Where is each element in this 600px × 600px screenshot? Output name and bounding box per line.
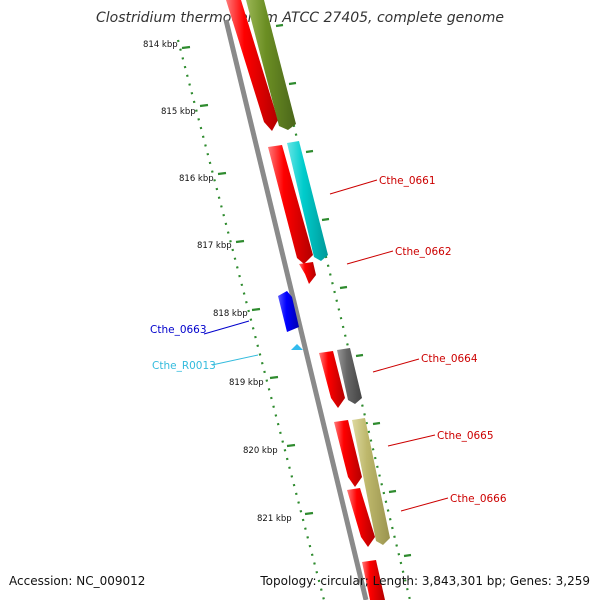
ruler-labels: 814 kbp 815 kbp 816 kbp 817 kbp 818 kbp …	[143, 40, 292, 524]
tick-label: 814 kbp	[143, 40, 178, 50]
tick-label: 815 kbp	[161, 107, 196, 117]
cog-bar-green[interactable]	[246, 0, 296, 130]
label-leaders	[203, 179, 449, 512]
cds-arrow[interactable]	[319, 351, 345, 408]
gene-label-cthe-0665[interactable]: Cthe_0665	[437, 430, 494, 442]
cog-track-ticks	[275, 23, 412, 558]
accession-text: Accession: NC_009012	[9, 574, 146, 588]
gene-label-cthe-0663[interactable]: Cthe_0663	[150, 324, 207, 336]
cds-arrow[interactable]	[334, 420, 362, 487]
tick-label: 817 kbp	[197, 241, 232, 251]
tick-label: 820 kbp	[243, 446, 278, 456]
reverse-gene-arrow[interactable]	[278, 291, 299, 332]
gene-labels[interactable]: Cthe_0661 Cthe_0662 Cthe_0663 Cthe_R0013…	[150, 175, 507, 505]
ruler-ticks	[181, 45, 314, 516]
gene-label-cthe-0666[interactable]: Cthe_0666	[450, 493, 507, 505]
gene-label-cthe-r0013[interactable]: Cthe_R0013	[152, 360, 216, 372]
cog-bar-gray[interactable]	[337, 348, 362, 404]
topology-text: Topology: circular; Length: 3,843,301 bp…	[260, 574, 590, 588]
gene-label-cthe-0662[interactable]: Cthe_0662	[395, 246, 452, 258]
cog-bar-cyan[interactable]	[287, 141, 328, 261]
tick-label: 818 kbp	[213, 309, 248, 319]
tick-label: 819 kbp	[229, 378, 264, 388]
genome-title: Clostridium thermocellum ATCC 27405, com…	[96, 10, 504, 26]
cog-features[interactable]	[246, 0, 390, 545]
cog-bar-khaki[interactable]	[352, 418, 390, 545]
cds-arrow[interactable]	[362, 560, 385, 600]
outer-ruler	[176, 39, 326, 600]
gene-label-cthe-0664[interactable]: Cthe_0664	[421, 353, 478, 365]
gene-label-cthe-0661[interactable]: Cthe_0661	[379, 175, 436, 187]
tick-label: 816 kbp	[179, 174, 214, 184]
rna-feature[interactable]	[291, 344, 303, 350]
cds-arrow[interactable]	[268, 145, 313, 264]
tick-label: 821 kbp	[257, 514, 292, 524]
backbone-line	[223, 19, 369, 600]
cds-features[interactable]	[226, 0, 385, 600]
cds-arrow[interactable]	[226, 0, 278, 131]
cds-arrow[interactable]	[347, 488, 375, 547]
cds-arrow[interactable]	[299, 262, 316, 284]
